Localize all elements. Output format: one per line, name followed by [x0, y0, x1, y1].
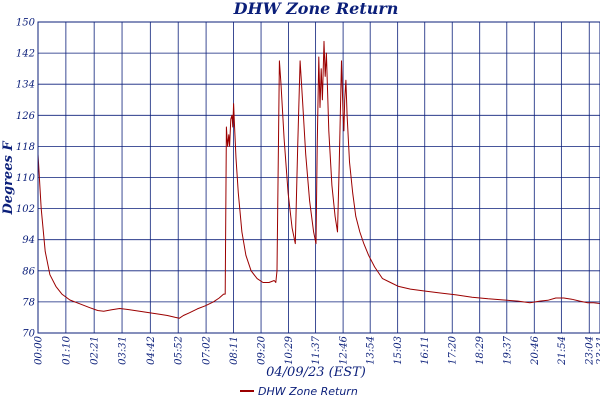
x-tick-label: 13:54	[366, 336, 377, 365]
legend: DHW Zone Return	[240, 385, 358, 398]
x-tick-label: 02:21	[90, 336, 101, 365]
x-tick-label: 01:10	[61, 335, 72, 364]
x-tick-label: 03:31	[118, 336, 129, 365]
y-tick-label: 126	[16, 111, 36, 122]
x-tick-label: 16:11	[420, 336, 431, 365]
x-tick-label: 19:37	[502, 335, 513, 364]
y-tick-label: 86	[22, 266, 35, 277]
plot-border	[37, 21, 600, 334]
x-tick-label: 23:31	[596, 336, 600, 366]
y-tick-label: 102	[16, 204, 35, 215]
y-axis-ticks: 70 78 86 94 102 110 118 126 134 142 150	[16, 18, 36, 340]
x-tick-label: 08:11	[229, 336, 240, 365]
x-tick-label: 00:00	[34, 335, 45, 364]
y-tick-label: 110	[16, 173, 36, 184]
y-tick-label: 142	[16, 49, 35, 60]
y-tick-label: 94	[22, 235, 35, 246]
x-tick-label: 21:54	[557, 336, 568, 366]
series-line-dhw-zone-return	[37, 40, 600, 319]
x-axis-title: 04/09/23 (EST)	[266, 365, 366, 380]
x-tick-label: 09:20	[257, 335, 268, 364]
x-tick-label: 12:46	[339, 335, 350, 364]
x-tick-label: 20:46	[530, 335, 541, 365]
y-tick-label: 150	[16, 18, 36, 29]
x-tick-label: 15:03	[393, 336, 404, 365]
x-axis-ticks: 00:00 01:10 02:21 03:31 04:42 05:52 07:02 08:11…	[34, 335, 600, 365]
y-tick-label: 78	[22, 297, 35, 308]
y-tick-label: 118	[16, 142, 35, 153]
y-tick-label: 134	[16, 80, 35, 91]
legend-label-dhw-zone-return: DHW Zone Return	[258, 385, 358, 398]
y-tick-label: 70	[22, 329, 35, 340]
x-tick-label: 05:52	[174, 336, 185, 365]
x-tick-label: 23:04	[585, 336, 596, 366]
chart-title: DHW Zone Return	[233, 0, 399, 18]
y-axis-title: Degrees F	[1, 141, 16, 216]
x-tick-label: 07:02	[202, 336, 213, 365]
x-tick-label: 18:29	[475, 335, 486, 364]
x-tick-label: 04:42	[146, 336, 157, 365]
x-tick-label: 10:29	[284, 335, 295, 364]
x-tick-label: 17:20	[448, 335, 459, 364]
x-tick-label: 11:37	[311, 335, 322, 364]
